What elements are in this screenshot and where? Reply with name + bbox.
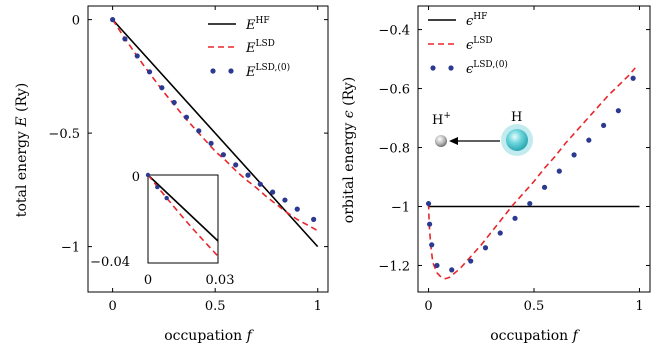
left-plot-frame (87, 5, 329, 293)
x-tick-label: 1 (314, 299, 322, 314)
legend-lsd-label: ELSD (245, 39, 275, 56)
data-point (429, 242, 435, 248)
x-tick-label: 0.5 (524, 299, 545, 314)
right-xlabel: occupation f (490, 328, 580, 344)
data-point (134, 53, 140, 59)
right-ylabel: orbital energy ϵ (Ry) (341, 77, 357, 223)
y-tick-label: −1.2 (378, 259, 410, 274)
data-point (311, 216, 317, 222)
data-point (630, 75, 636, 81)
inset-xtick-left: 0 (144, 273, 152, 288)
data-point (155, 184, 160, 190)
x-tick-label: 1 (635, 299, 643, 314)
data-point (208, 140, 214, 146)
legend-lsd0-dot (430, 65, 436, 71)
left-series (110, 17, 319, 248)
legend-lsd-label: ϵLSD (466, 36, 493, 53)
x-tick-label: 0.5 (205, 299, 226, 314)
right-plot-frame (417, 5, 651, 293)
proton-icon (435, 135, 447, 147)
y-tick-label: −0.4 (378, 24, 410, 39)
data-point (527, 200, 533, 207)
data-point (512, 215, 518, 221)
data-point (571, 152, 577, 158)
ionization-illustration: H+ H (432, 110, 533, 156)
legend-lsd0-dot (228, 68, 234, 74)
data-point (586, 137, 592, 143)
right-legend: ϵHF ϵLSD ϵLSD,(0) (428, 12, 508, 77)
data-point (220, 152, 226, 158)
inset-series (145, 172, 219, 263)
data-point (294, 206, 300, 212)
data-point (122, 36, 128, 42)
inset-plot: 0 −0.04 0 0.03 (90, 170, 234, 288)
data-point (245, 172, 251, 178)
data-point (434, 262, 440, 269)
y-tick-label: −0.6 (378, 83, 410, 98)
data-point (601, 122, 607, 129)
x-tick-label: 0 (424, 299, 432, 314)
data-point (425, 200, 432, 207)
y-tick-label: 0 (72, 14, 80, 29)
data-point (282, 197, 288, 203)
series-line (112, 19, 319, 248)
inset-xtick-right: 0.03 (206, 273, 235, 288)
legend-lsd0-dot (210, 68, 216, 74)
data-point (497, 230, 503, 236)
y-tick-label: −0.8 (378, 142, 410, 157)
y-tick-label: −1 (391, 200, 410, 215)
legend-hf-label: ϵHF (466, 12, 487, 29)
series-line (111, 19, 319, 232)
data-point (164, 195, 169, 201)
right-panel: 0 0.5 1 −0.4 −0.6 −0.8 −1 −1.2 ϵHF ϵLSD ϵLSD,(0… (341, 5, 651, 344)
data-point (449, 267, 455, 273)
data-point (171, 99, 177, 106)
proton-label: H+ (432, 111, 451, 128)
legend-lsd0-label: ϵLSD,(0) (466, 59, 508, 77)
left-xlabel: occupation f (164, 328, 254, 344)
inset-ytick-bottom: −0.04 (90, 255, 130, 270)
series-line (147, 174, 219, 242)
data-point (468, 258, 474, 264)
left-ticks: 0 0.5 1 0 −0.5 −1 (48, 6, 328, 314)
data-point (145, 172, 151, 178)
data-point (196, 128, 202, 134)
legend-hf-label: EHF (245, 16, 270, 33)
data-point (146, 69, 153, 75)
right-ticks: 0 0.5 1 −0.4 −0.6 −0.8 −1 −1.2 (378, 6, 650, 314)
arrow-head-icon (449, 137, 458, 145)
inset-ytick-top: 0 (132, 170, 140, 185)
x-tick-label: 0 (108, 299, 116, 314)
hydrogen-label: H (511, 110, 522, 125)
data-point (159, 85, 165, 91)
series-line (427, 67, 636, 280)
data-point (233, 162, 239, 168)
left-panel: 0 0.5 1 0 −0.5 −1 EHF ELSD ELSD,(0) 0 −0.04 0… (14, 5, 329, 344)
data-point (541, 184, 548, 190)
right-series (425, 67, 640, 280)
data-point (556, 168, 562, 174)
data-point (482, 245, 489, 251)
data-point (257, 181, 263, 187)
legend-lsd0-dot (448, 65, 454, 71)
data-point (183, 114, 190, 120)
inset-frame (147, 174, 219, 264)
data-point (427, 221, 433, 227)
data-point (615, 108, 621, 114)
left-legend: EHF ELSD ELSD,(0) (208, 16, 290, 80)
hydrogen-atom-icon (506, 129, 528, 151)
data-point (110, 17, 116, 23)
legend-lsd0-label: ELSD,(0) (245, 62, 290, 80)
series-line (147, 174, 219, 257)
y-tick-label: −1 (61, 241, 80, 256)
data-point (270, 189, 276, 195)
left-ylabel: total energy E (Ry) (14, 83, 30, 217)
y-tick-label: −0.5 (48, 127, 80, 142)
